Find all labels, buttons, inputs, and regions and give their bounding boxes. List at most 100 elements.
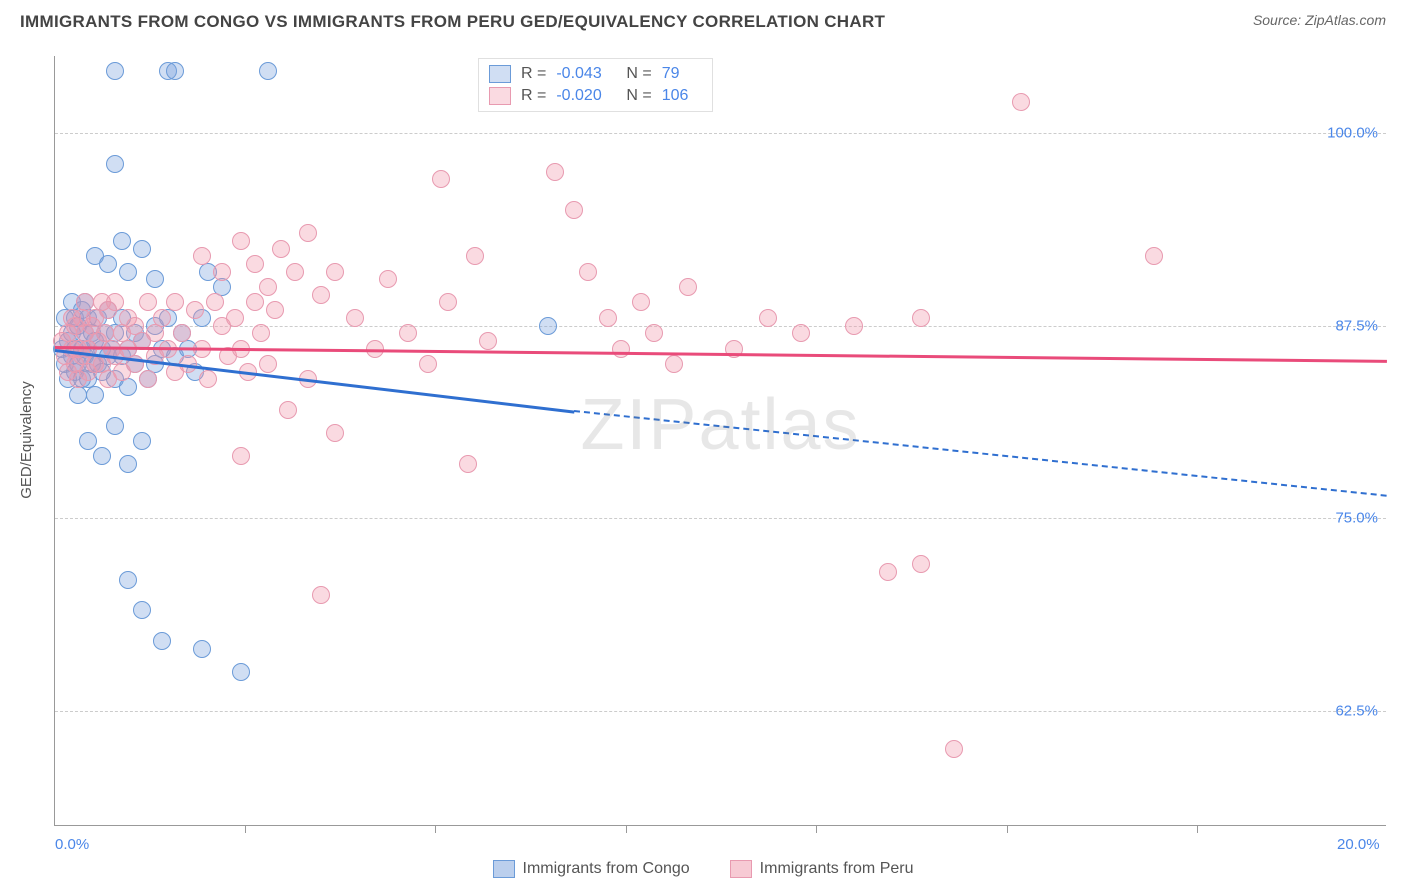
data-point [106,155,124,173]
data-point [945,740,963,758]
data-point [139,370,157,388]
y-tick-label: 62.5% [1335,702,1378,719]
legend-swatch [489,87,511,105]
data-point [79,432,97,450]
data-point [912,555,930,573]
data-point [69,386,87,404]
legend-n-label: N = [626,87,651,105]
data-point [119,571,137,589]
data-point [206,293,224,311]
data-point [272,240,290,258]
legend-n-value: 106 [662,87,702,105]
correlation-legend: R = -0.043 N = 79 R = -0.020 N = 106 [478,58,713,112]
legend-r-value: -0.043 [556,65,616,83]
data-point [119,455,137,473]
legend-r-value: -0.020 [556,87,616,105]
data-point [173,324,191,342]
data-point [466,247,484,265]
data-point [479,332,497,350]
chart-title: IMMIGRANTS FROM CONGO VS IMMIGRANTS FROM… [20,12,885,32]
data-point [106,62,124,80]
data-point [539,317,557,335]
data-point [259,62,277,80]
data-point [232,447,250,465]
data-point [266,301,284,319]
chart-header: IMMIGRANTS FROM CONGO VS IMMIGRANTS FROM… [0,0,1406,36]
x-tick-label: 0.0% [55,836,89,853]
data-point [186,301,204,319]
data-point [146,270,164,288]
legend-label: Immigrants from Peru [760,860,914,878]
data-point [312,286,330,304]
x-tick [1197,825,1198,833]
data-point [193,247,211,265]
data-point [432,170,450,188]
data-point [1145,247,1163,265]
x-tick-label: 20.0% [1337,836,1380,853]
legend-r-label: R = [521,87,546,105]
data-point [379,270,397,288]
data-point [246,293,264,311]
data-point [346,309,364,327]
data-point [99,255,117,273]
source-label: Source: ZipAtlas.com [1253,12,1386,28]
legend-swatch [730,860,752,878]
data-point [612,340,630,358]
data-point [193,640,211,658]
x-tick [816,825,817,833]
data-point [133,240,151,258]
legend-n-label: N = [626,65,651,83]
legend-label: Immigrants from Congo [523,860,690,878]
data-point [106,293,124,311]
y-tick-label: 100.0% [1327,125,1378,142]
data-point [93,447,111,465]
data-point [113,232,131,250]
data-point [246,255,264,273]
data-point [119,263,137,281]
data-point [299,224,317,242]
data-point [879,563,897,581]
data-point [579,263,597,281]
data-point [912,309,930,327]
series-legend: Immigrants from Congo Immigrants from Per… [0,860,1406,878]
trend-line [55,346,1387,362]
data-point [133,601,151,619]
x-tick [245,825,246,833]
data-point [259,355,277,373]
data-point [632,293,650,311]
data-point [645,324,663,342]
data-point [166,62,184,80]
data-point [665,355,683,373]
y-axis-title: GED/Equivalency [18,381,35,499]
legend-n-value: 79 [662,65,702,83]
data-point [133,432,151,450]
data-point [119,378,137,396]
data-point [326,424,344,442]
legend-r-label: R = [521,65,546,83]
legend-row: R = -0.043 N = 79 [489,63,702,85]
x-tick [1007,825,1008,833]
data-point [232,232,250,250]
data-point [759,309,777,327]
data-point [153,632,171,650]
data-point [153,309,171,327]
data-point [199,370,217,388]
data-point [286,263,304,281]
data-point [279,401,297,419]
data-point [106,417,124,435]
data-point [845,317,863,335]
data-point [459,455,477,473]
gridline [55,711,1386,712]
data-point [259,278,277,296]
y-tick-label: 75.0% [1335,510,1378,527]
data-point [399,324,417,342]
legend-row: R = -0.020 N = 106 [489,85,702,107]
legend-item: Immigrants from Peru [730,860,914,878]
x-tick [435,825,436,833]
data-point [232,663,250,681]
data-point [565,201,583,219]
legend-item: Immigrants from Congo [493,860,690,878]
data-point [679,278,697,296]
data-point [419,355,437,373]
gridline [55,518,1386,519]
